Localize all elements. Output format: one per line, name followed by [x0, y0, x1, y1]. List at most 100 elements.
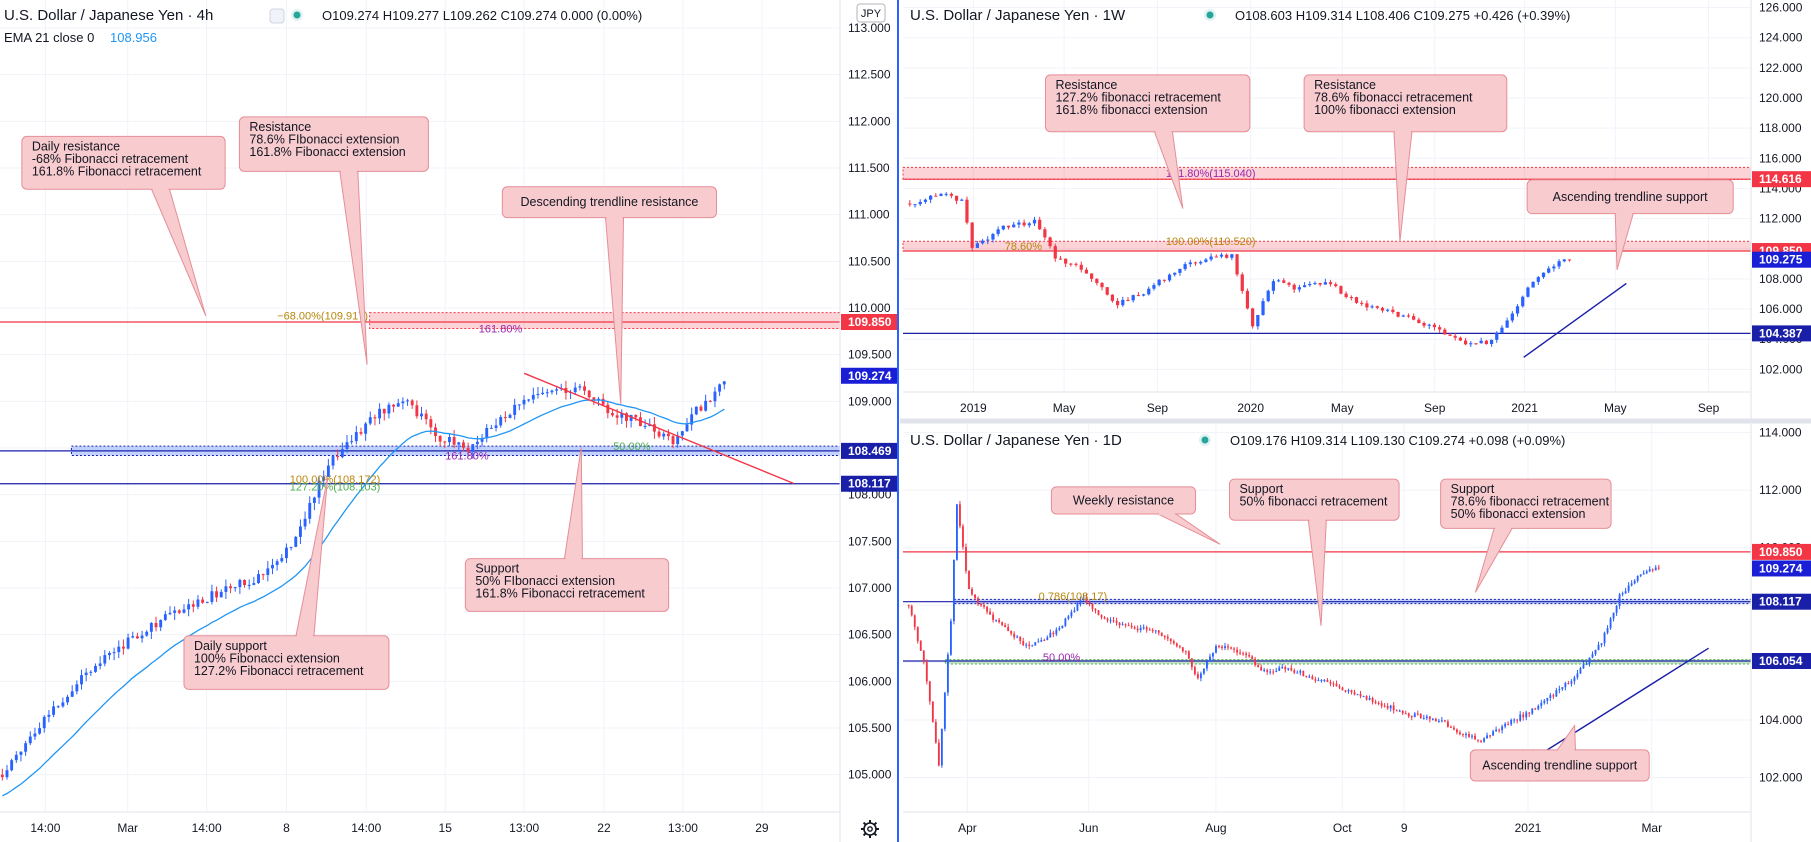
candle-body: [1477, 739, 1479, 741]
time-axis[interactable]: Apr Jun Aug Oct 9 2021 Mar: [958, 821, 1662, 835]
price-tag-label: 108.117: [1759, 595, 1802, 609]
callout: Descending trendline resistance: [501, 186, 718, 405]
candle: [916, 626, 919, 644]
candle: [94, 663, 97, 673]
ohlc-values: O109.176 H109.314 L109.130 C109.274 +0.0…: [1230, 433, 1565, 448]
candle: [1541, 272, 1546, 279]
candle-body: [1272, 671, 1275, 673]
chart-panel-1d[interactable]: 0.786(108.17) 50.00% Weekly resistance Sup…: [903, 424, 1811, 835]
candle-body: [690, 414, 694, 425]
candle: [1121, 296, 1125, 307]
candle: [1173, 272, 1177, 277]
candle-body: [578, 386, 582, 388]
candle: [1038, 216, 1042, 230]
candle-body: [1070, 612, 1073, 617]
candle: [247, 579, 251, 590]
candle: [1422, 714, 1425, 720]
candle-body: [1069, 263, 1073, 265]
candle: [1567, 259, 1572, 262]
candle-body: [968, 570, 970, 590]
candle: [1359, 690, 1362, 699]
indicator-label[interactable]: EMA 21 close 0: [4, 30, 94, 45]
candle: [1406, 313, 1411, 318]
candle: [1469, 341, 1473, 347]
candle: [1612, 612, 1615, 622]
candle-body: [666, 433, 670, 437]
callout-box: [238, 116, 429, 172]
time-axis[interactable]: 14:00 Mar 14:00 8 14:00 15 13:00 22 13:00 29: [30, 821, 769, 835]
candle-body: [1360, 302, 1364, 304]
candle: [1251, 307, 1255, 329]
candle: [1380, 306, 1385, 313]
visibility-toggle[interactable]: [269, 8, 285, 24]
candle-body: [1001, 622, 1004, 626]
fib-label: 0.786(108.17): [1039, 591, 1108, 603]
price-axis[interactable]: 113.000 112.500 112.000 111.500 111.000 110.5…: [848, 21, 892, 782]
candle: [201, 596, 205, 604]
candle-body: [80, 675, 83, 685]
candle: [1386, 308, 1390, 313]
chart-panel-1w[interactable]: 161.80%(115.040) 100.00%(110.520) 78.60% R…: [902, 0, 1811, 415]
candle: [1320, 679, 1323, 683]
candle: [970, 222, 974, 252]
fib-labels: 0.786(108.17) 50.00%: [1039, 591, 1108, 664]
y-tick-label: 107.000: [848, 581, 892, 595]
time-axis[interactable]: 2019 May Sep 2020 May Sep 2021 May Sep: [960, 401, 1720, 415]
symbol-name[interactable]: U.S. Dollar / Japanese Yen · 1D: [910, 432, 1122, 449]
candle: [1067, 614, 1070, 621]
candle-body: [1334, 284, 1338, 287]
candle: [718, 383, 722, 397]
candle-body: [1365, 303, 1369, 308]
settings-gear-icon[interactable]: [861, 820, 879, 838]
symbol-name[interactable]: U.S. Dollar / Japanese Yen · 1W: [910, 7, 1126, 24]
candle-body: [1350, 690, 1353, 693]
candle: [1570, 679, 1573, 687]
fib-label: 161.80%: [445, 450, 489, 462]
candle-body: [359, 432, 363, 434]
candle: [531, 387, 535, 404]
candle: [187, 598, 191, 617]
y-tick-label: 118.000: [1759, 121, 1802, 135]
candle: [1458, 336, 1463, 342]
candle: [75, 680, 79, 695]
candle-body: [1293, 670, 1296, 673]
candle-body: [1446, 721, 1449, 727]
candle-body: [606, 404, 610, 414]
chart-panel-4h[interactable]: −68.00%(109.917) 161.80% 161.80% 50.00% 100.…: [0, 0, 897, 835]
candle-body: [1199, 673, 1202, 679]
price-tag-label: 108.117: [848, 477, 891, 491]
candle-body: [960, 199, 964, 201]
candle-body: [986, 239, 990, 241]
candle: [1162, 279, 1166, 283]
x-tick-label: 9: [1401, 821, 1408, 835]
candle: [991, 232, 995, 243]
symbol-name[interactable]: U.S. Dollar / Japanese Yen · 4h: [4, 7, 213, 24]
candle-body: [499, 417, 503, 426]
candle-body: [1163, 636, 1166, 638]
callout-text: 100% fibonacci extension: [1314, 103, 1456, 117]
candle-body: [19, 751, 23, 755]
candle-body: [1214, 256, 1218, 258]
price-tag-label: 109.275: [1759, 253, 1803, 267]
candle-body: [1516, 719, 1519, 721]
candle: [965, 543, 967, 574]
candle: [1389, 704, 1392, 712]
candle-body: [1167, 274, 1172, 281]
candle: [475, 435, 479, 450]
candle: [573, 382, 577, 396]
candle-body: [378, 408, 382, 419]
candle-body: [527, 399, 531, 401]
candle-body: [1004, 625, 1007, 628]
x-tick-label: Sep: [1147, 401, 1169, 415]
candle: [1181, 646, 1184, 653]
candle: [1084, 267, 1089, 274]
candle-body: [1374, 701, 1377, 703]
candle: [1199, 671, 1202, 682]
candle-body: [1359, 694, 1362, 697]
callout-text: 161.8% Fibonacci retracement: [475, 587, 645, 601]
currency-badge[interactable]: [856, 3, 886, 23]
candle: [1069, 262, 1073, 267]
candle: [1236, 646, 1238, 656]
candle: [954, 195, 959, 205]
